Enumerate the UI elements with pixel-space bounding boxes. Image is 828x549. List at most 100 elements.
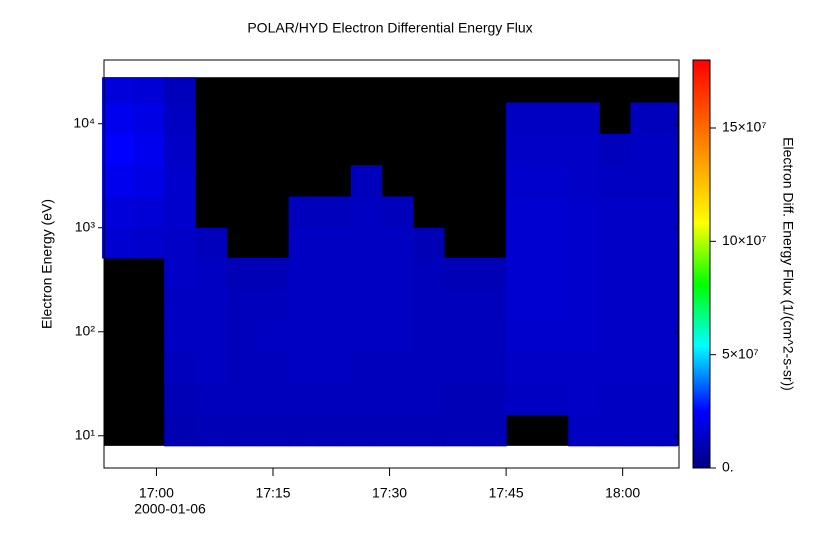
cell <box>630 133 663 166</box>
cell <box>568 165 600 197</box>
cell <box>288 289 321 322</box>
cell <box>350 414 383 447</box>
cell <box>133 196 165 229</box>
cell <box>195 289 227 322</box>
cell <box>568 289 600 322</box>
cell <box>350 227 383 259</box>
cell <box>257 257 290 290</box>
cell <box>537 257 569 290</box>
cell <box>537 351 569 384</box>
cell <box>537 102 569 135</box>
cell <box>350 257 383 290</box>
cell <box>319 414 352 447</box>
cell <box>443 414 476 447</box>
cell <box>164 196 196 229</box>
cell <box>319 289 352 322</box>
cell <box>661 102 678 135</box>
cell <box>630 289 663 322</box>
cell <box>164 320 196 353</box>
cell <box>102 133 134 166</box>
cell <box>661 196 678 229</box>
cell <box>288 383 321 416</box>
cell <box>319 257 352 290</box>
cell <box>195 351 227 384</box>
cell <box>599 257 631 290</box>
x-tick-label: 17:45 <box>489 485 524 501</box>
cell <box>630 320 663 353</box>
colorbar-label: Electron Diff. Energy Flux (1/(cm^2-s-sr… <box>780 137 796 391</box>
cell <box>475 257 507 290</box>
y-tick-label: 10² <box>75 322 96 338</box>
cell <box>319 351 352 384</box>
cell <box>568 383 600 416</box>
cell <box>599 133 631 166</box>
cell <box>164 227 196 259</box>
cell <box>506 289 538 322</box>
cell <box>568 257 600 290</box>
cell <box>381 414 414 447</box>
x-tick-label: 18:00 <box>605 485 640 501</box>
cell <box>443 257 476 290</box>
cell <box>412 257 445 290</box>
cell <box>568 227 600 259</box>
cell <box>226 257 258 290</box>
cell <box>102 227 134 259</box>
cell <box>443 383 476 416</box>
cell <box>226 383 258 416</box>
cell <box>568 133 600 166</box>
cell <box>381 196 414 229</box>
cell <box>630 102 663 135</box>
cell <box>381 383 414 416</box>
cell <box>257 289 290 322</box>
cell <box>568 320 600 353</box>
cell <box>661 289 678 322</box>
cell <box>506 383 538 416</box>
cell <box>537 383 569 416</box>
cell <box>288 257 321 290</box>
cell <box>226 289 258 322</box>
cell <box>102 102 134 135</box>
cell <box>102 77 134 104</box>
cell <box>164 414 196 447</box>
cell <box>537 133 569 166</box>
cell <box>661 383 678 416</box>
cell <box>102 196 134 229</box>
cell <box>133 133 165 166</box>
cell <box>164 77 196 104</box>
cell <box>257 320 290 353</box>
cell <box>506 133 538 166</box>
cell <box>133 77 165 104</box>
cell <box>475 414 507 447</box>
cell <box>195 383 227 416</box>
cell <box>661 414 678 447</box>
y-tick-label: 10³ <box>75 218 96 234</box>
y-axis-label: Electron Energy (eV) <box>39 199 55 329</box>
cell <box>568 351 600 384</box>
cell <box>381 257 414 290</box>
cell <box>102 165 134 197</box>
cell <box>381 351 414 384</box>
cell <box>226 351 258 384</box>
cell <box>350 320 383 353</box>
cell <box>350 383 383 416</box>
cell <box>630 257 663 290</box>
cell <box>288 320 321 353</box>
cell <box>412 383 445 416</box>
cell <box>475 351 507 384</box>
cell <box>164 351 196 384</box>
cell <box>288 196 321 229</box>
cell <box>257 414 290 447</box>
cell <box>599 414 631 447</box>
cell <box>661 320 678 353</box>
cell <box>537 289 569 322</box>
cell <box>195 320 227 353</box>
cell <box>195 414 227 447</box>
cell <box>257 383 290 416</box>
cell <box>319 196 352 229</box>
cell <box>661 257 678 290</box>
cell <box>537 165 569 197</box>
cell <box>288 414 321 447</box>
cell <box>630 165 663 197</box>
cell <box>537 196 569 229</box>
cell <box>412 289 445 322</box>
